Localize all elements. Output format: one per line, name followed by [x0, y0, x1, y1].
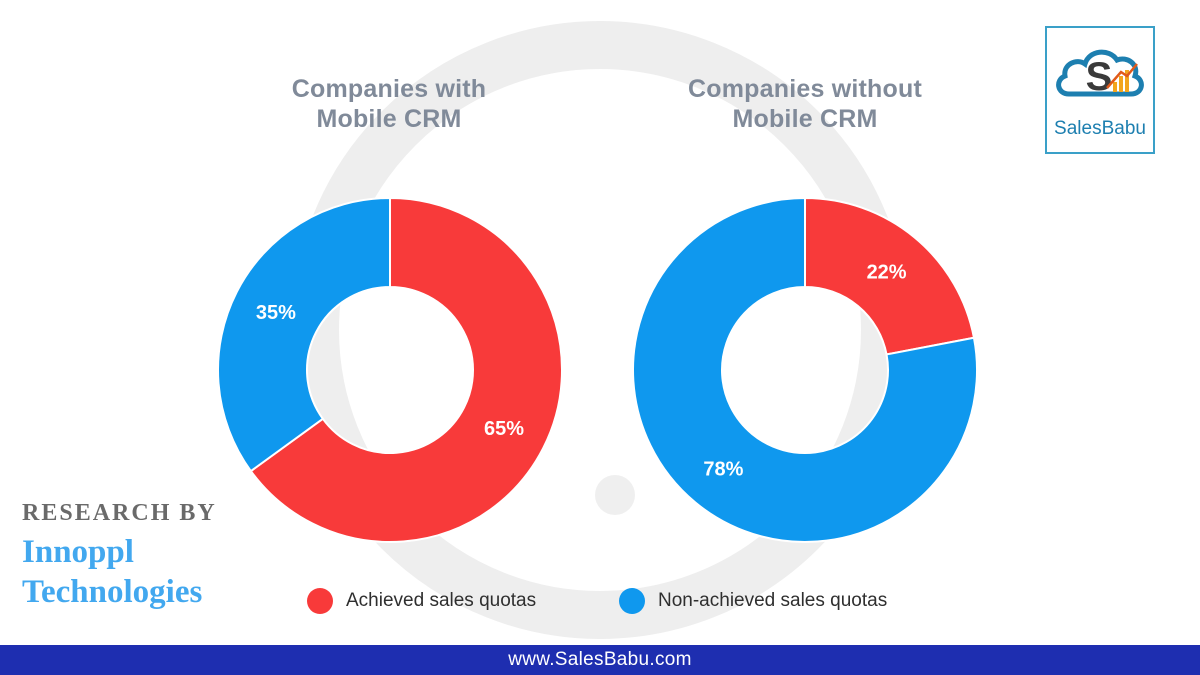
donut-1-slice-1	[632, 196, 978, 543]
chart-title-without-crm: Companies without Mobile CRM	[688, 75, 922, 133]
legend-item-achieved: Achieved sales quotas	[307, 588, 536, 614]
legend-label-achieved: Achieved sales quotas	[346, 590, 537, 611]
donut-1-label-0: 22%	[867, 261, 907, 283]
donut-0-label-0: 65%	[484, 418, 524, 440]
legend-label-non-achieved: Non-achieved sales quotas	[658, 590, 888, 611]
cloud-s-chart-logo-icon: S	[1056, 49, 1144, 99]
svg-text:S: S	[1086, 55, 1113, 99]
research-company-name: Innoppl Technologies	[22, 532, 202, 612]
research-by-label: RESEARCH BY	[22, 500, 217, 526]
donut-0-label-1: 35%	[256, 302, 296, 324]
legend-swatch-achieved	[307, 588, 333, 614]
legend-swatch-non-achieved	[619, 588, 645, 614]
logo-text: SalesBabu	[1054, 118, 1146, 139]
donut-0-slice-1	[217, 196, 391, 473]
donut-0-slice-0	[249, 196, 563, 543]
footer-url-link[interactable]: www.SalesBabu.com	[508, 649, 692, 670]
company-name-line1: Innoppl	[22, 534, 134, 570]
salesbabu-logo: S SalesBabu	[1045, 26, 1155, 154]
legend-item-non-achieved: Non-achieved sales quotas	[619, 588, 887, 614]
donut-1-label-1: 78%	[703, 459, 743, 481]
footer-bar: www.SalesBabu.com	[0, 645, 1200, 675]
donut-1-slice-0	[804, 196, 976, 356]
chart-title-with-crm: Companies with Mobile CRM	[291, 75, 487, 133]
company-name-line2: Technologies	[22, 574, 203, 610]
